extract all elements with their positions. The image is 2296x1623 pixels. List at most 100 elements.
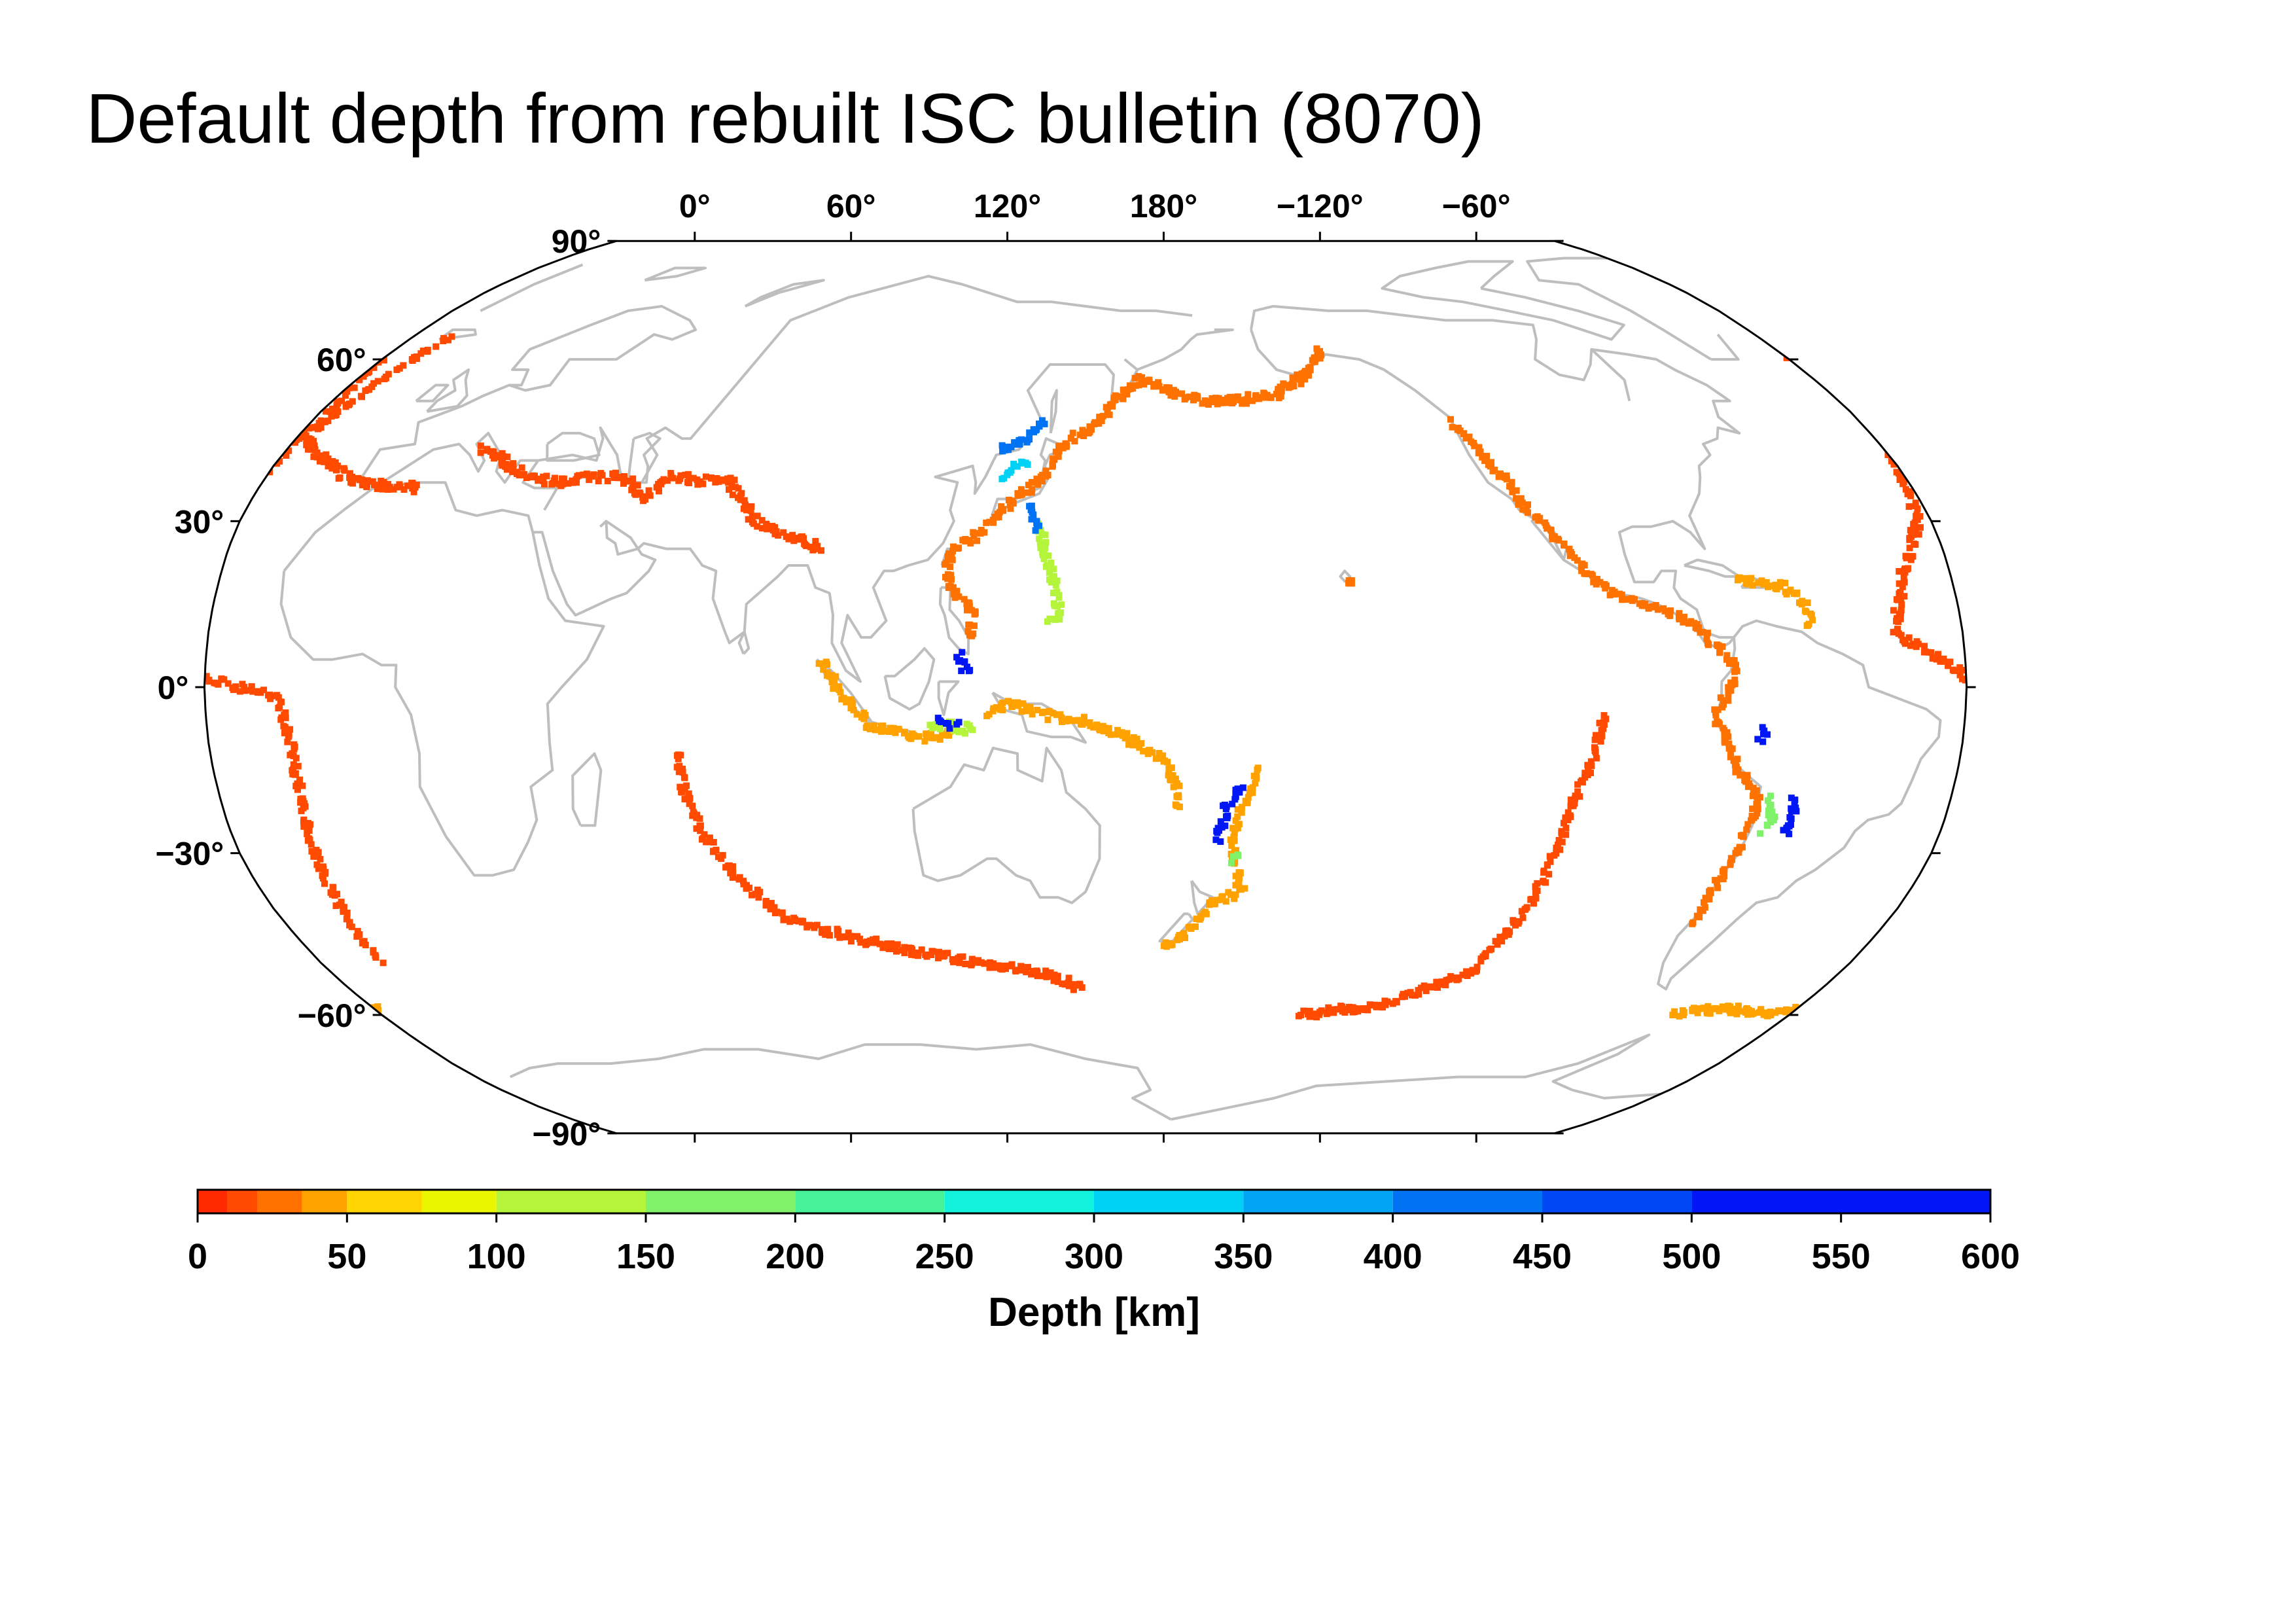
quake-point xyxy=(1345,577,1355,587)
quake-point xyxy=(1915,531,1922,538)
quake-point xyxy=(727,870,734,877)
quake-point xyxy=(1611,588,1618,596)
quake-point xyxy=(830,685,837,692)
quake-point xyxy=(1229,800,1236,808)
quake-point xyxy=(560,475,567,482)
quake-point xyxy=(768,900,775,907)
quake-point xyxy=(363,482,370,489)
quake-point xyxy=(961,596,968,603)
quake-point xyxy=(1591,736,1598,743)
quake-point xyxy=(1027,707,1034,714)
quake-point xyxy=(1229,853,1237,860)
quake-point xyxy=(1809,616,1816,624)
quake-point xyxy=(1593,755,1600,762)
quake-point xyxy=(311,423,318,431)
quake-point xyxy=(1175,390,1182,397)
quake-point xyxy=(1697,629,1704,636)
quake-point xyxy=(767,906,774,913)
quake-point xyxy=(1715,642,1722,649)
quake-point xyxy=(1754,806,1761,812)
quake-point xyxy=(1050,455,1057,463)
coastline-antarctica xyxy=(509,1033,1661,1121)
quake-point xyxy=(1054,972,1061,980)
quake-point xyxy=(1903,554,1910,562)
quake-point xyxy=(347,479,355,486)
quake-point xyxy=(1501,933,1508,940)
quake-point xyxy=(1765,583,1771,590)
quake-point xyxy=(900,730,908,737)
quake-point xyxy=(1247,785,1254,793)
quake-point xyxy=(936,736,944,743)
quake-point xyxy=(1654,606,1661,613)
quake-point xyxy=(1459,971,1466,978)
quake-point xyxy=(1193,916,1200,923)
quake-point xyxy=(1106,411,1113,418)
quake-point xyxy=(685,474,692,482)
quake-point xyxy=(374,378,381,385)
quake-point xyxy=(333,404,340,411)
quake-point xyxy=(1227,836,1234,844)
quake-point xyxy=(1757,1006,1765,1013)
quake-point xyxy=(1731,676,1739,683)
quake-point xyxy=(583,471,590,478)
quake-point xyxy=(873,935,880,942)
quake-point xyxy=(477,449,484,456)
quake-point xyxy=(308,841,315,848)
quake-point xyxy=(1909,553,1916,560)
quake-point xyxy=(346,401,353,407)
quake-point xyxy=(789,531,796,539)
quake-point xyxy=(1704,630,1711,637)
coastline-arabia_in xyxy=(599,520,607,528)
quake-point xyxy=(1145,747,1152,754)
quake-point xyxy=(1024,437,1031,444)
quake-point xyxy=(565,480,572,487)
quake-point xyxy=(374,484,381,490)
quake-point xyxy=(937,725,944,732)
quake-point xyxy=(360,373,367,380)
quake-point xyxy=(759,525,766,532)
coastline-sulawesi xyxy=(937,680,960,717)
quake-point xyxy=(803,543,810,550)
quake-point xyxy=(629,484,637,491)
quake-point xyxy=(862,941,870,948)
quake-point xyxy=(340,908,347,915)
quake-point xyxy=(1753,787,1760,794)
quake-point xyxy=(1015,702,1021,709)
quake-point xyxy=(1945,662,1952,669)
quake-point xyxy=(838,696,845,703)
quake-point xyxy=(1585,766,1592,773)
coastline-srilanka xyxy=(737,630,751,655)
quake-point xyxy=(1716,1007,1723,1014)
quake-point xyxy=(892,729,899,736)
quake-point xyxy=(779,910,786,917)
quake-point xyxy=(694,481,701,488)
quake-point xyxy=(1895,618,1902,625)
quake-point xyxy=(1764,822,1771,829)
quake-point xyxy=(1530,900,1537,907)
quake-point xyxy=(1917,524,1924,531)
quake-point xyxy=(978,529,985,536)
quake-point xyxy=(328,465,336,472)
quake-point xyxy=(1227,859,1235,866)
quake-point xyxy=(1498,938,1506,945)
quake-point xyxy=(959,953,966,960)
coastline-sakhalin xyxy=(1049,389,1058,434)
quake-point xyxy=(1053,577,1061,584)
quake-point xyxy=(1215,395,1222,402)
quake-point xyxy=(1053,711,1060,719)
quake-point xyxy=(1896,476,1903,483)
quake-point xyxy=(1911,541,1918,547)
quake-point xyxy=(822,931,829,938)
quake-point xyxy=(1108,401,1115,408)
quake-point xyxy=(783,916,789,923)
quake-point xyxy=(697,822,704,829)
quake-point xyxy=(1052,448,1059,455)
quake-point xyxy=(1243,798,1250,806)
quake-point xyxy=(1006,469,1014,476)
quake-point xyxy=(1546,853,1553,860)
quake-point xyxy=(1454,426,1461,433)
quake-point xyxy=(299,782,306,789)
quake-point xyxy=(659,478,665,485)
quake-point xyxy=(813,921,821,929)
quake-point xyxy=(1793,589,1801,596)
